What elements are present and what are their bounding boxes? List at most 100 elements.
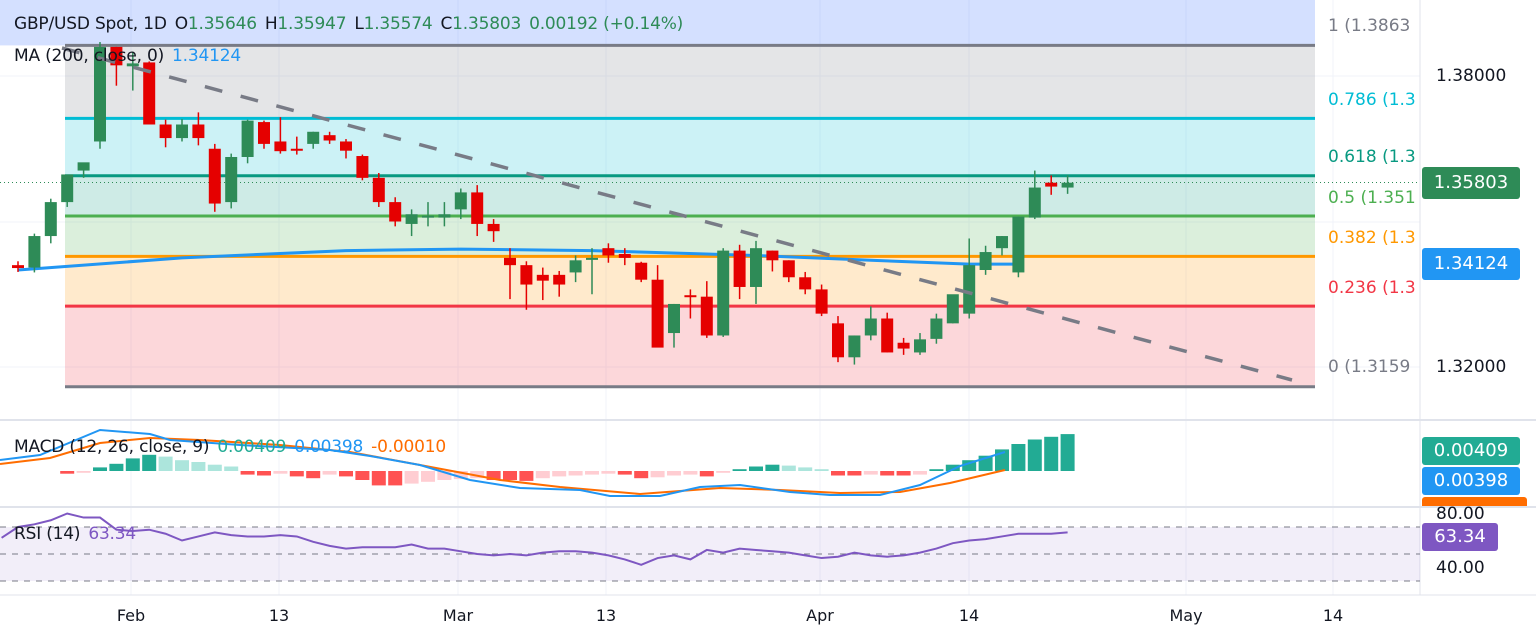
ma-value: 1.34124	[172, 46, 241, 66]
macd-histogram-bar	[503, 471, 517, 480]
candle-body	[274, 141, 287, 152]
low-label: L	[354, 14, 364, 34]
candle-body	[602, 248, 615, 256]
macd-line	[0, 428, 1006, 497]
fib-label-0618: 0.618 (1.3	[1328, 147, 1416, 167]
macd-histogram-bar	[191, 462, 206, 471]
candle-body	[405, 214, 418, 224]
candle-body	[815, 289, 828, 314]
candle-body	[241, 120, 254, 157]
last-price-tag: 1.35803	[1422, 167, 1520, 199]
candle-body	[1061, 182, 1074, 188]
macd-histogram-bar	[470, 471, 485, 479]
macd-histogram-bar	[732, 469, 747, 471]
macd-histogram-bar	[142, 454, 157, 471]
macd-histogram-bar	[60, 471, 75, 474]
candle-body	[176, 124, 188, 139]
candle-body	[389, 202, 402, 222]
macd-histogram-bar	[1027, 439, 1042, 471]
change-value: 0.00192 (+0.14%)	[529, 14, 684, 34]
candle-body	[258, 122, 270, 144]
macd-histogram-bar	[585, 471, 599, 475]
macd-histogram-bar	[519, 471, 534, 481]
time-axis-label: 14	[1322, 606, 1344, 625]
macd-histogram-bar	[371, 471, 386, 486]
time-axis-label: Apr	[806, 606, 834, 625]
candle-body	[504, 257, 516, 266]
time-axis-label: 13	[595, 606, 617, 625]
macd-histogram-bar	[1011, 444, 1026, 471]
candle-body	[586, 257, 598, 260]
rsi-legend[interactable]: RSI (14) 63.34	[14, 524, 144, 544]
rsi-line	[1, 512, 1068, 566]
macd-histogram-bar	[535, 471, 550, 479]
macd-signal-line	[0, 436, 1006, 496]
macd-histogram-bar	[831, 471, 845, 476]
candle-body	[126, 63, 139, 67]
high-label: H	[264, 14, 278, 34]
candle-body	[225, 156, 238, 203]
macd-histogram-bar	[404, 471, 419, 484]
macd-histogram-bar	[453, 471, 468, 480]
symbol-legend: GBP/USD Spot, 1D O1.35646 H1.35947 L1.35574…	[14, 14, 691, 34]
fib-label-1: 1 (1.3863	[1328, 16, 1411, 36]
candle-body	[848, 335, 861, 358]
symbol-title: GBP/USD Spot, 1D	[14, 14, 167, 34]
macd-histogram-bar	[207, 464, 222, 471]
macd-histogram-bar	[388, 471, 403, 486]
fib-label-05: 0.5 (1.351	[1328, 188, 1416, 208]
ma-label: MA (200, close, 0)	[14, 46, 165, 66]
time-axis-label: 13	[268, 606, 290, 625]
candle-body	[323, 135, 336, 141]
candle-body	[159, 124, 172, 139]
macd-histogram-bar	[76, 471, 91, 473]
ma-price-tag: 1.34124	[1422, 248, 1520, 280]
macd-histogram-bar	[355, 471, 370, 480]
candle-body	[208, 148, 221, 204]
candle-body	[536, 274, 549, 281]
time-axis-label: Feb	[116, 606, 146, 625]
macd-histogram-bar	[863, 471, 878, 475]
candle-body	[307, 131, 320, 144]
close-label: C	[440, 14, 453, 34]
candle-body	[487, 223, 500, 232]
candle-body	[684, 295, 697, 298]
candle-body	[635, 262, 648, 280]
fib-zone	[65, 306, 1315, 387]
candle-body	[340, 141, 352, 151]
candle-body	[77, 162, 90, 171]
rsi-tag: 63.34	[1422, 523, 1498, 551]
macd-histogram-bar	[634, 471, 649, 479]
macd-histogram-bar	[650, 471, 665, 478]
candle-body	[750, 248, 762, 287]
fib-label-0236: 0.236 (1.3	[1328, 278, 1416, 298]
candle-body	[963, 265, 976, 314]
macd-line-tag: 0.00398	[1422, 467, 1520, 495]
macd-legend[interactable]: MACD (12, 26, close, 9) 0.00409 0.00398 -0.…	[14, 437, 454, 457]
fib-zone	[65, 216, 1315, 257]
macd-histogram-bar	[158, 456, 173, 471]
ma-legend[interactable]: MA (200, close, 0) 1.34124	[14, 46, 249, 66]
candle-body	[422, 215, 434, 218]
macd-histogram-bar	[716, 471, 731, 473]
macd-histogram-bar	[322, 471, 337, 475]
close-value: 1.35803	[452, 14, 522, 34]
time-axis-label: 14	[958, 606, 980, 625]
candle-body	[717, 250, 730, 336]
candle-body	[618, 253, 631, 258]
macd-histogram-bar	[699, 471, 714, 477]
candle-body	[897, 342, 910, 349]
candle-body	[192, 124, 205, 139]
candle-body	[290, 148, 303, 151]
macd-histogram-bar	[224, 466, 239, 471]
candle-body	[946, 294, 959, 324]
rsi-label: RSI (14)	[14, 524, 81, 544]
macd-histogram-value: 0.00409	[217, 437, 287, 457]
macd-histogram-bar	[880, 471, 895, 476]
macd-histogram-bar	[913, 471, 927, 475]
macd-histogram-bar	[896, 471, 911, 476]
macd-histogram-bar	[240, 471, 255, 475]
macd-histogram-bar	[339, 471, 353, 477]
macd-histogram-bar	[617, 471, 632, 475]
